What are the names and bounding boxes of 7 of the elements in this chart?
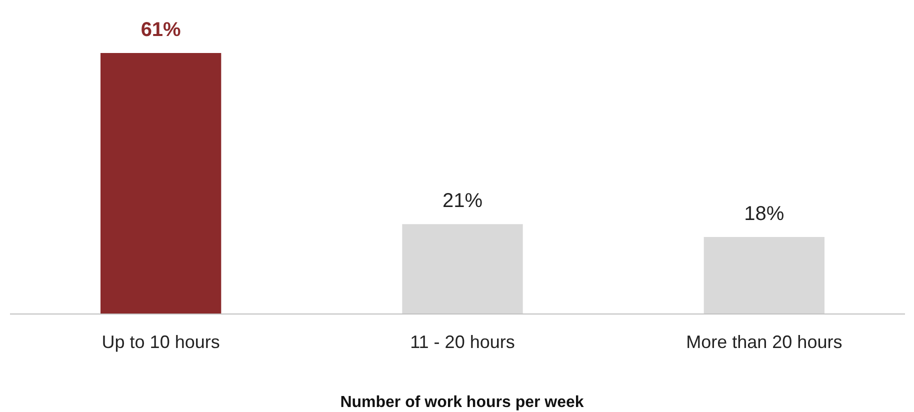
x-axis-title: Number of work hours per week bbox=[340, 394, 584, 411]
data-label: 61% bbox=[140, 19, 182, 41]
x-tick-label: Up to 10 hours bbox=[102, 332, 220, 352]
data-label: 21% bbox=[442, 190, 483, 212]
data-label: 18% bbox=[744, 202, 784, 225]
x-tick-label: More than 20 hours bbox=[686, 332, 842, 352]
x-tick-label: 11 - 20 hours bbox=[410, 332, 515, 352]
